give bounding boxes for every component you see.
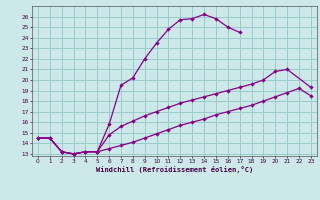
X-axis label: Windchill (Refroidissement éolien,°C): Windchill (Refroidissement éolien,°C) [96, 166, 253, 173]
